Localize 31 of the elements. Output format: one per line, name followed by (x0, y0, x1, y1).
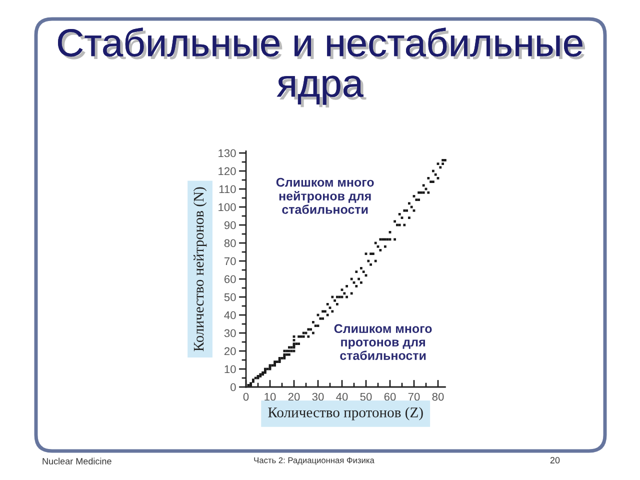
y-axis-title: Количество нейтронов (N) (193, 187, 207, 352)
y-tick-label: 10 (224, 365, 236, 374)
y-tick-label: 50 (224, 293, 236, 302)
y-tick-label: 40 (224, 311, 236, 320)
chart-title: Стабильные и нестабильные ядра (58, 28, 586, 108)
x-tick-label: 60 (384, 392, 396, 401)
x-tick-label: 0 (243, 392, 249, 401)
x-tick-label: 50 (360, 392, 372, 401)
x-axis-title: Количество протонов (Z) (268, 407, 423, 420)
y-tick-label: 110 (219, 185, 236, 194)
y-tick-label: 60 (224, 275, 236, 284)
x-tick-label: 30 (312, 392, 324, 401)
y-tick-label: 30 (224, 329, 236, 338)
x-tick-label: 80 (432, 392, 444, 401)
x-tick-label: 40 (336, 392, 348, 401)
y-tick-label: 120 (218, 167, 236, 176)
text: Часть 2: Радиационная Физика (254, 457, 374, 465)
y-tick-label: 70 (224, 257, 236, 266)
y-tick-label: 100 (218, 203, 236, 212)
text: Nuclear Medicine (42, 458, 112, 464)
x-tick-label: 70 (408, 392, 420, 401)
y-tick-label: 20 (224, 347, 236, 356)
y-tick-label: 90 (224, 221, 236, 230)
text: 20 (550, 457, 560, 464)
y-tick-label: 0 (230, 383, 236, 392)
x-tick-label: 10 (264, 392, 276, 401)
x-tick-label: 20 (288, 392, 300, 401)
annotation: Слишком много нейтронов для стабильности (276, 178, 374, 214)
annotation: Слишком много протонов для стабильности (334, 324, 432, 360)
y-tick-label: 130 (218, 149, 236, 158)
y-tick-label: 80 (224, 239, 236, 248)
